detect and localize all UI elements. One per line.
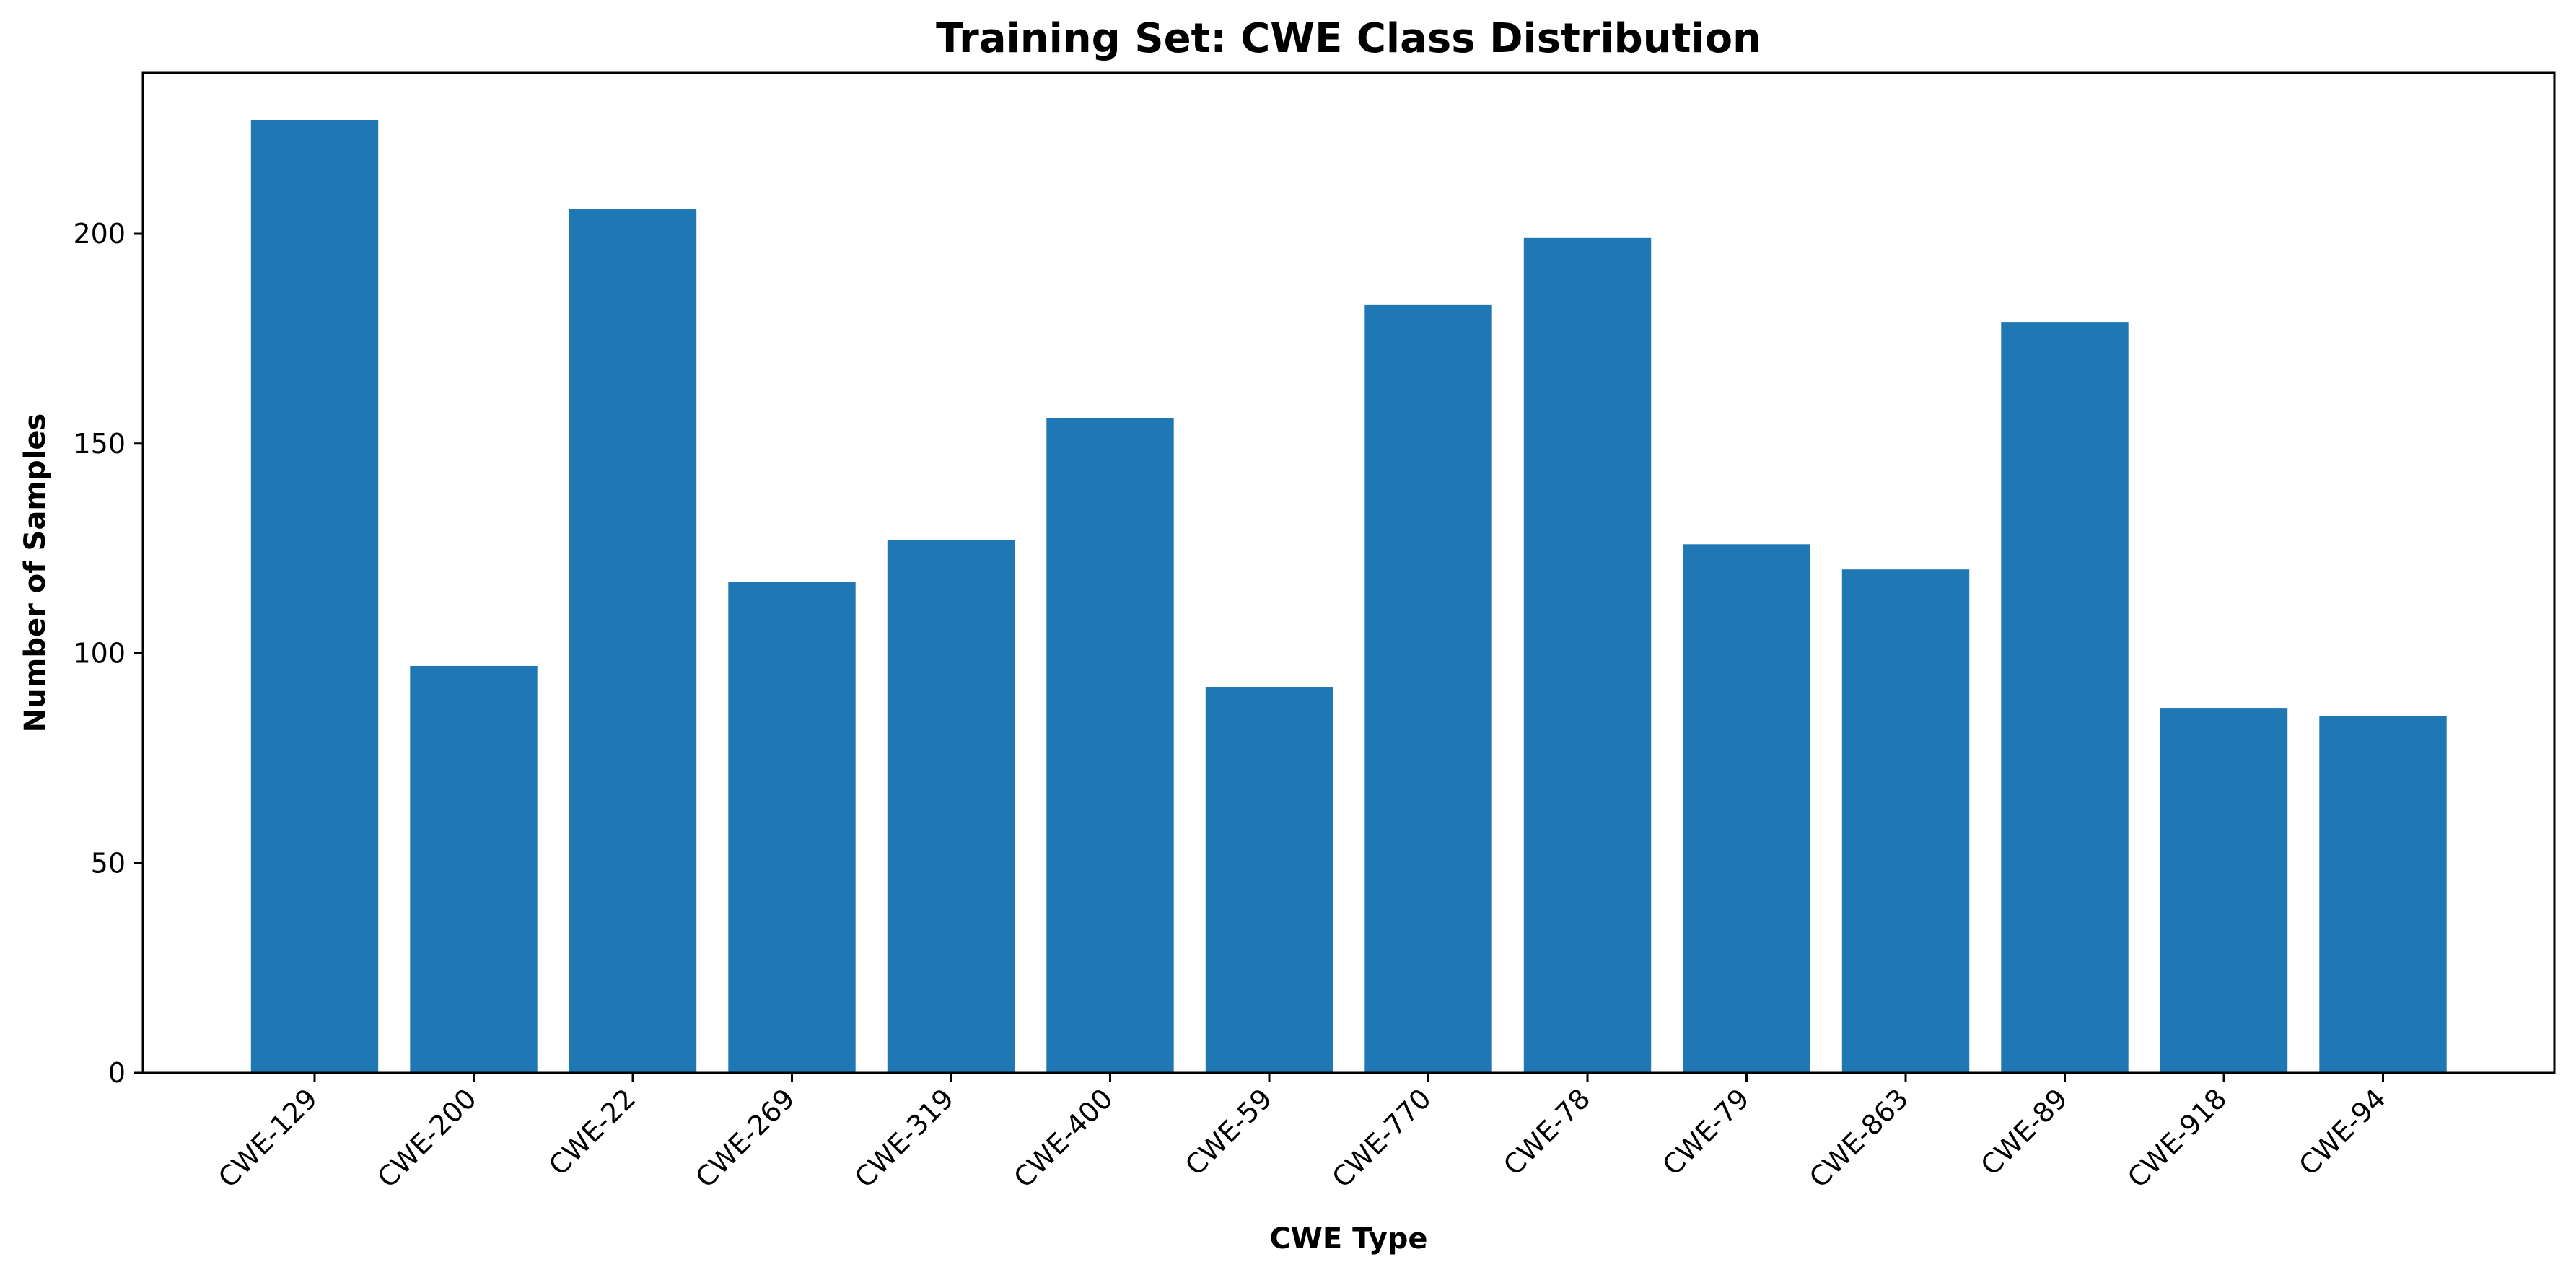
y-tick-label: 200	[73, 218, 126, 250]
x-tick-label: CWE-89	[1975, 1082, 2074, 1181]
bar-cwe-770	[1364, 304, 1492, 1073]
y-tick-label: 100	[73, 638, 126, 670]
x-tick-label: CWE-200	[371, 1082, 482, 1193]
y-tick-label: 0	[108, 1057, 126, 1089]
bar-cwe-918	[2160, 708, 2288, 1073]
bar-cwe-863	[1841, 569, 1970, 1073]
x-tick-label: CWE-59	[1179, 1082, 1278, 1181]
bar-cwe-269	[728, 582, 856, 1073]
bar-cwe-78	[1523, 237, 1652, 1073]
x-tick-label: CWE-22	[543, 1082, 641, 1181]
bar-cwe-22	[569, 209, 697, 1073]
bar-cwe-59	[1205, 687, 1333, 1073]
plot-frame	[141, 71, 2556, 1074]
x-tick-label: CWE-863	[1803, 1082, 1914, 1193]
x-axis-label: CWE Type	[1269, 1222, 1427, 1255]
x-tick-label: CWE-129	[212, 1082, 323, 1193]
bar-cwe-129	[250, 120, 379, 1073]
x-tick-label: CWE-918	[2121, 1082, 2233, 1193]
y-axis: 0 50 100 150 200	[73, 218, 143, 1089]
bar-cwe-319	[887, 540, 1015, 1073]
bar-cwe-400	[1046, 418, 1174, 1073]
bar-cwe-89	[2001, 322, 2129, 1073]
y-tick-label: 50	[91, 847, 126, 879]
x-tick-label: CWE-79	[1657, 1082, 1756, 1181]
x-tick-label: CWE-94	[2293, 1082, 2392, 1181]
x-tick-label: CWE-269	[689, 1082, 800, 1193]
x-tick-label: CWE-770	[1326, 1082, 1437, 1193]
bar-cwe-200	[410, 665, 538, 1073]
x-tick-label: CWE-78	[1497, 1082, 1596, 1181]
chart-title: Training Set: CWE Class Distribution	[936, 15, 1761, 62]
bar-cwe-79	[1683, 544, 1810, 1073]
y-axis-label: Number of Samples	[19, 413, 52, 733]
x-tick-label: CWE-400	[1007, 1082, 1118, 1193]
bar-cwe-94	[2319, 716, 2447, 1073]
x-axis: CWE-129 CWE-200 CWE-22 CWE-269 CWE-319 CWE-40…	[212, 1073, 2392, 1194]
bars-layer	[250, 120, 2447, 1073]
y-tick-label: 150	[73, 428, 126, 460]
x-tick-label: CWE-319	[849, 1082, 960, 1193]
